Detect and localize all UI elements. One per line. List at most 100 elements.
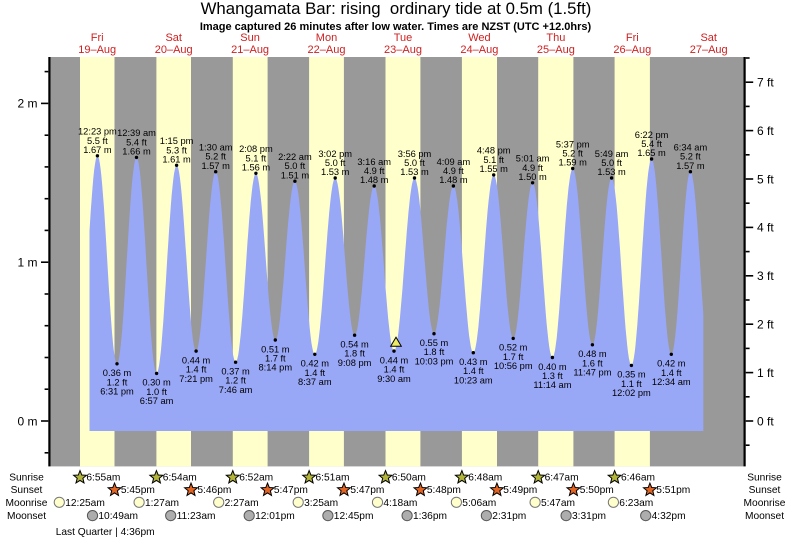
svg-text:6:48am: 6:48am	[468, 472, 502, 483]
svg-text:Sat: Sat	[700, 32, 717, 44]
svg-text:0.43 m: 0.43 m	[459, 357, 488, 367]
svg-text:20–Aug: 20–Aug	[155, 44, 193, 56]
svg-text:1.4 ft: 1.4 ft	[463, 366, 484, 376]
svg-text:5.5 ft: 5.5 ft	[87, 136, 108, 146]
svg-text:Last Quarter | 4:36pm: Last Quarter | 4:36pm	[56, 527, 155, 538]
svg-text:12:45pm: 12:45pm	[334, 511, 374, 522]
svg-text:11:23am: 11:23am	[177, 511, 216, 522]
svg-text:6:31 pm: 6:31 pm	[100, 387, 134, 397]
svg-text:0.30 m: 0.30 m	[142, 378, 171, 388]
svg-text:6:52am: 6:52am	[239, 472, 273, 483]
svg-text:3:56 pm: 3:56 pm	[398, 149, 432, 159]
svg-text:1.0 ft: 1.0 ft	[146, 387, 167, 397]
svg-text:Moonrise: Moonrise	[744, 498, 786, 509]
svg-text:5.0 ft: 5.0 ft	[601, 158, 622, 168]
svg-text:0.44 m: 0.44 m	[380, 355, 409, 365]
svg-text:0.40 m: 0.40 m	[538, 362, 567, 372]
svg-text:2 m: 2 m	[17, 97, 37, 111]
svg-text:3:16 am: 3:16 am	[357, 157, 391, 167]
svg-text:6:51am: 6:51am	[316, 472, 350, 483]
svg-text:5.1 ft: 5.1 ft	[483, 155, 504, 165]
svg-text:6:23am: 6:23am	[619, 498, 653, 509]
svg-text:0.37 m: 0.37 m	[221, 367, 250, 377]
svg-text:24–Aug: 24–Aug	[460, 44, 498, 56]
svg-text:3:25am: 3:25am	[304, 498, 338, 509]
svg-text:5:50pm: 5:50pm	[580, 485, 614, 496]
svg-text:Wed: Wed	[468, 32, 490, 44]
svg-text:3:02 pm: 3:02 pm	[318, 149, 352, 159]
svg-text:3:31pm: 3:31pm	[572, 511, 606, 522]
svg-text:Moonset: Moonset	[745, 511, 784, 522]
svg-text:8:37 am: 8:37 am	[298, 377, 332, 387]
svg-text:12:02 pm: 12:02 pm	[612, 388, 651, 398]
svg-text:0.54 m: 0.54 m	[340, 340, 369, 350]
svg-text:Sunset: Sunset	[11, 485, 43, 496]
svg-text:12:25am: 12:25am	[65, 498, 105, 509]
svg-text:1.7 ft: 1.7 ft	[503, 352, 524, 362]
svg-text:5.2 ft: 5.2 ft	[680, 152, 701, 162]
svg-text:7:46 am: 7:46 am	[219, 385, 253, 395]
svg-text:5.1 ft: 5.1 ft	[246, 153, 267, 163]
svg-text:0.42 m: 0.42 m	[301, 359, 330, 369]
svg-text:4.9 ft: 4.9 ft	[364, 166, 385, 176]
svg-text:0.44 m: 0.44 m	[182, 355, 211, 365]
svg-text:1.4 ft: 1.4 ft	[186, 365, 207, 375]
svg-text:Fri: Fri	[91, 32, 104, 44]
svg-text:0.48 m: 0.48 m	[578, 349, 607, 359]
svg-text:1.57 m: 1.57 m	[201, 161, 230, 171]
svg-text:1.66 m: 1.66 m	[122, 147, 151, 157]
svg-text:2 ft: 2 ft	[757, 318, 774, 332]
svg-text:1.3 ft: 1.3 ft	[542, 371, 563, 381]
svg-text:6:50am: 6:50am	[392, 472, 426, 483]
svg-text:0.42 m: 0.42 m	[657, 359, 686, 369]
svg-text:6:46am: 6:46am	[621, 472, 655, 483]
svg-text:11:14 am: 11:14 am	[533, 380, 571, 390]
svg-text:Fri: Fri	[626, 32, 639, 44]
svg-text:10:56 pm: 10:56 pm	[494, 361, 533, 371]
svg-text:0.52 m: 0.52 m	[499, 343, 528, 353]
svg-text:8:14 pm: 8:14 pm	[259, 363, 293, 373]
svg-text:5:37 pm: 5:37 pm	[556, 139, 590, 149]
svg-text:5.4 ft: 5.4 ft	[126, 137, 147, 147]
svg-text:7 ft: 7 ft	[757, 76, 774, 90]
svg-text:4:18am: 4:18am	[383, 498, 417, 509]
svg-text:1:30 am: 1:30 am	[199, 143, 233, 153]
svg-text:10:49am: 10:49am	[98, 511, 138, 522]
svg-text:Whangamata Bar: rising ordina: Whangamata Bar: rising ordinary tide at …	[201, 0, 592, 18]
svg-text:2:08 pm: 2:08 pm	[239, 144, 273, 154]
svg-text:Sat: Sat	[165, 32, 182, 44]
svg-text:1.59 m: 1.59 m	[558, 158, 587, 168]
svg-text:4:48 pm: 4:48 pm	[477, 146, 511, 156]
svg-text:3 ft: 3 ft	[757, 269, 774, 283]
svg-text:1.53 m: 1.53 m	[321, 167, 350, 177]
svg-text:21–Aug: 21–Aug	[231, 44, 269, 56]
svg-text:5:47pm: 5:47pm	[350, 485, 384, 496]
svg-text:5.2 ft: 5.2 ft	[562, 149, 583, 159]
svg-text:5.2 ft: 5.2 ft	[205, 152, 226, 162]
svg-text:1.65 m: 1.65 m	[637, 148, 666, 158]
svg-text:1.50 m: 1.50 m	[518, 172, 547, 182]
svg-text:1.55 m: 1.55 m	[479, 164, 508, 174]
svg-text:7:21 pm: 7:21 pm	[179, 374, 213, 384]
svg-text:1.4 ft: 1.4 ft	[661, 368, 682, 378]
svg-text:1 ft: 1 ft	[757, 366, 774, 380]
svg-text:6:55am: 6:55am	[86, 472, 120, 483]
svg-text:25–Aug: 25–Aug	[537, 44, 575, 56]
svg-text:5:49pm: 5:49pm	[503, 485, 537, 496]
svg-text:26–Aug: 26–Aug	[613, 44, 651, 56]
svg-text:5:45pm: 5:45pm	[121, 485, 155, 496]
svg-text:0 m: 0 m	[17, 414, 37, 428]
svg-text:1.56 m: 1.56 m	[242, 163, 271, 173]
svg-text:Thu: Thu	[546, 32, 565, 44]
svg-text:0 ft: 0 ft	[757, 414, 774, 428]
svg-text:Moonrise: Moonrise	[6, 498, 48, 509]
svg-text:1.48 m: 1.48 m	[439, 175, 468, 185]
svg-text:0.36 m: 0.36 m	[103, 368, 132, 378]
svg-text:1.1 ft: 1.1 ft	[621, 379, 642, 389]
svg-text:1.57 m: 1.57 m	[676, 161, 705, 171]
svg-text:2:31pm: 2:31pm	[492, 511, 526, 522]
svg-text:4.9 ft: 4.9 ft	[443, 166, 464, 176]
svg-text:5:51pm: 5:51pm	[656, 485, 690, 496]
svg-text:9:08 pm: 9:08 pm	[338, 358, 372, 368]
svg-text:1:27am: 1:27am	[145, 498, 179, 509]
